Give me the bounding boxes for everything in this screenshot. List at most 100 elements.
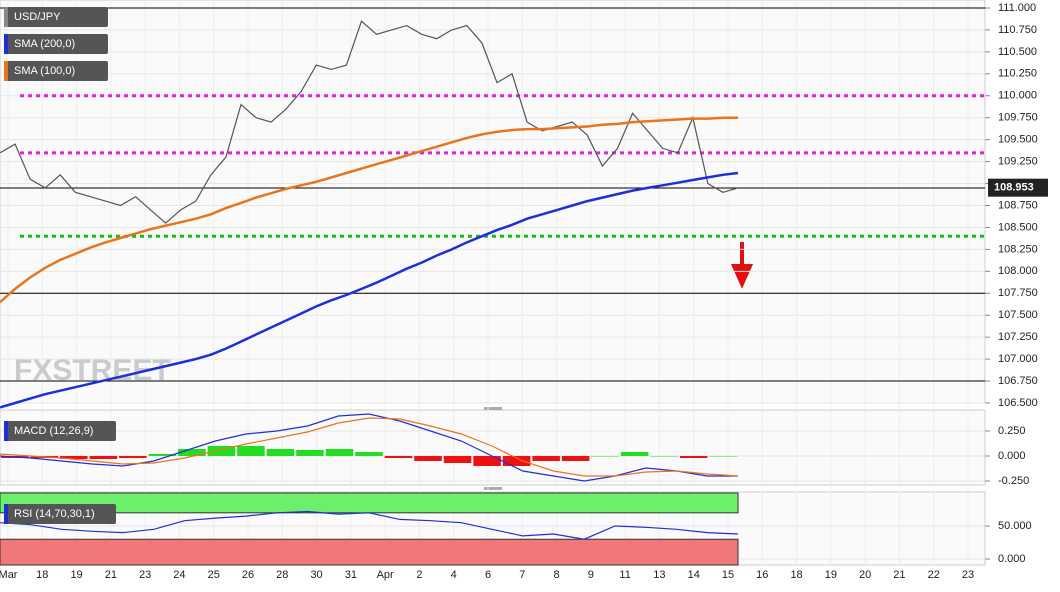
x-tick-label: 23: [139, 569, 151, 581]
y-tick-label: 109.750: [998, 112, 1038, 124]
macd-histogram-bar: [60, 456, 88, 459]
legend-swatch: [4, 504, 8, 524]
y-tick-label: 110.500: [998, 46, 1037, 58]
x-tick-label: 11: [619, 569, 630, 581]
y-tick-label: 110.000: [998, 90, 1037, 102]
x-tick-label: 13: [653, 569, 665, 581]
legend-box: [4, 421, 116, 441]
legend-swatch: [4, 421, 8, 441]
macd-histogram-bar: [414, 456, 442, 461]
macd-histogram-bar: [650, 456, 678, 457]
y-tick-label: 107.500: [998, 309, 1038, 321]
macd-histogram-bar: [355, 452, 383, 456]
macd-histogram-bar: [89, 456, 118, 459]
macd-histogram-bar: [325, 449, 354, 456]
y-tick-label: 110.250: [998, 68, 1037, 80]
x-tick-label: Mar: [0, 569, 18, 581]
legend-label: USD/JPY: [14, 11, 61, 23]
x-tick-label: 28: [276, 569, 288, 581]
legend-swatch: [4, 61, 8, 81]
legend-label: SMA (100,0): [14, 65, 75, 77]
macd-histogram-bar: [296, 450, 324, 456]
last-price-box: [988, 178, 1048, 197]
y-tick-label: 50.000: [998, 520, 1032, 532]
x-tick-label: 9: [588, 569, 594, 581]
series-line: [0, 171, 739, 409]
x-tick-label: 19: [825, 569, 837, 581]
x-tick-label: 21: [105, 569, 117, 581]
y-tick-label: 111.000: [998, 2, 1036, 14]
y-tick-label: 0.000: [998, 450, 1026, 462]
x-tick-label: 30: [310, 569, 322, 581]
y-tick-label: 106.500: [998, 397, 1038, 409]
x-tick-label: 24: [173, 569, 185, 581]
macd-histogram-bar: [532, 456, 560, 461]
x-tick-label: Apr: [377, 569, 394, 581]
macd-histogram-bar: [237, 446, 265, 456]
macd-histogram-bar: [679, 456, 708, 458]
legend-label: RSI (14,70,30,1): [14, 508, 95, 520]
series-line: [0, 417, 739, 477]
legend-box: [4, 34, 108, 54]
y-tick-label: 110.750: [998, 24, 1037, 36]
series-line: [0, 510, 739, 540]
down-arrow: [730, 242, 754, 289]
x-tick-label: 15: [722, 569, 734, 581]
divider-handle: [484, 487, 502, 490]
x-tick-label: 18: [36, 569, 48, 581]
y-tick-label: 109.500: [998, 134, 1038, 146]
y-tick-label: 109.250: [998, 156, 1038, 168]
legend-box: [4, 7, 108, 27]
macd-histogram-bar: [207, 446, 236, 456]
y-tick-label: 108.250: [998, 243, 1038, 255]
y-tick-label: 0.250: [998, 425, 1026, 437]
x-tick-label: 14: [688, 569, 700, 581]
y-tick-label: 106.750: [998, 375, 1038, 387]
y-tick-label: 0.000: [998, 553, 1026, 565]
legend-label: SMA (200,0): [14, 38, 75, 50]
x-tick-label: 18: [790, 569, 802, 581]
x-tick-label: 7: [519, 569, 525, 581]
macd-histogram-bar: [384, 456, 413, 458]
macd-histogram-bar: [119, 456, 147, 458]
macd-histogram-bar: [591, 456, 619, 457]
x-tick-label: 6: [485, 569, 491, 581]
macd-histogram-bar: [473, 456, 501, 466]
macd-histogram-bar: [178, 449, 206, 456]
x-tick-label: 2: [416, 569, 422, 581]
series-line: [0, 116, 738, 304]
x-tick-label: 21: [893, 569, 905, 581]
y-tick-label: 108.000: [998, 265, 1038, 277]
y-tick-label: 108.500: [998, 221, 1038, 233]
y-tick-label: 108.750: [998, 199, 1038, 211]
x-tick-label: 31: [345, 569, 357, 581]
legend-label: MACD (12,26,9): [14, 425, 93, 437]
legend-box: [4, 61, 108, 81]
x-tick-label: 4: [451, 569, 457, 581]
x-tick-label: 16: [756, 569, 768, 581]
x-tick-label: 20: [859, 569, 871, 581]
oversold-zone: [0, 538, 739, 566]
last-price-label: 108.953: [994, 182, 1034, 194]
y-tick-label: -0.250: [998, 475, 1029, 487]
macd-histogram-bar: [502, 456, 531, 466]
legend-swatch: [4, 7, 8, 27]
x-tick-label: 22: [928, 569, 940, 581]
x-tick-label: 19: [70, 569, 82, 581]
divider-handle: [484, 407, 502, 410]
legend-swatch: [4, 34, 8, 54]
price-panel: [0, 0, 986, 404]
legend-box: [4, 504, 116, 524]
macd-histogram-bar: [443, 456, 472, 463]
y-tick-label: 107.000: [998, 353, 1038, 365]
x-tick-label: 25: [208, 569, 220, 581]
x-tick-label: 8: [554, 569, 560, 581]
x-tick-label: 23: [962, 569, 974, 581]
x-tick-label: 26: [242, 569, 254, 581]
y-tick-label: 107.750: [998, 287, 1038, 299]
macd-histogram-bar: [561, 456, 590, 461]
macd-histogram-bar: [620, 452, 649, 456]
macd-histogram-bar: [266, 449, 295, 456]
